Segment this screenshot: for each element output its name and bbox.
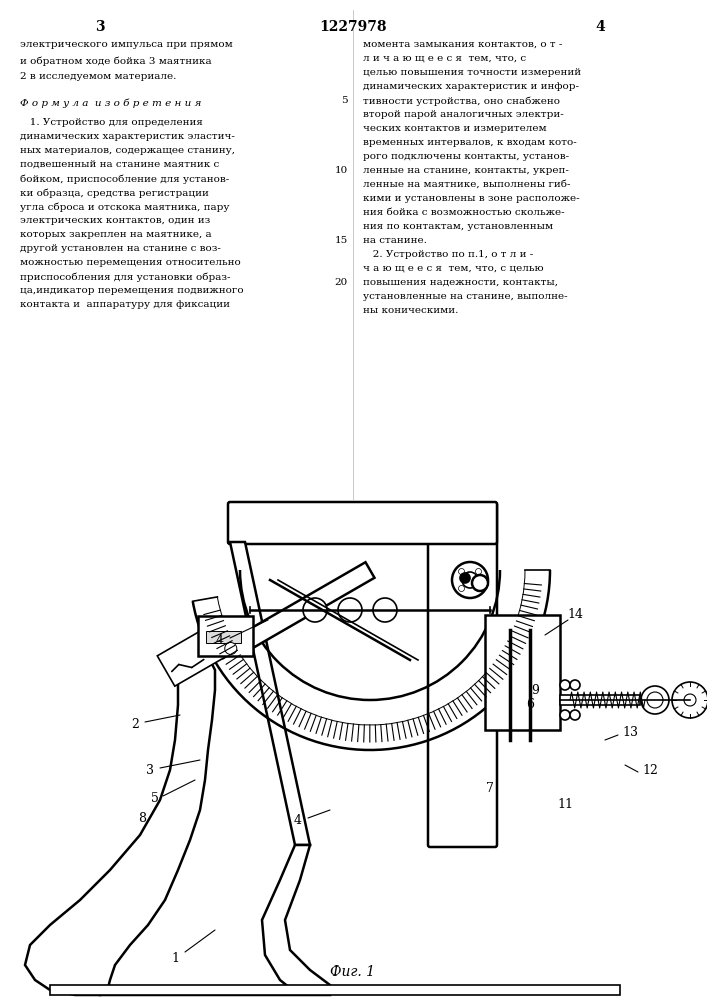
Text: 7: 7 <box>486 782 494 794</box>
Circle shape <box>647 692 663 708</box>
Text: тивности устройства, оно снабжено: тивности устройства, оно снабжено <box>363 96 560 105</box>
FancyBboxPatch shape <box>428 503 497 847</box>
Text: 14: 14 <box>567 608 583 621</box>
Text: ния по контактам, установленным: ния по контактам, установленным <box>363 222 553 231</box>
Circle shape <box>570 680 580 690</box>
Circle shape <box>570 710 580 720</box>
Text: Ф о р м у л а  и з о б р е т е н и я: Ф о р м у л а и з о б р е т е н и я <box>20 98 201 107</box>
Circle shape <box>462 572 478 588</box>
Circle shape <box>641 686 669 714</box>
Text: 15: 15 <box>334 236 348 245</box>
Text: 11: 11 <box>557 798 573 812</box>
Text: подвешенный на станине маятник с: подвешенный на станине маятник с <box>20 160 219 169</box>
Polygon shape <box>201 622 246 638</box>
Text: ленные на станине, контакты, укреп-: ленные на станине, контакты, укреп- <box>363 166 569 175</box>
Text: повышения надежности, контакты,: повышения надежности, контакты, <box>363 278 558 287</box>
Text: ческих контактов и измерителем: ческих контактов и измерителем <box>363 124 547 133</box>
Text: временных интервалов, к входам кото-: временных интервалов, к входам кото- <box>363 138 577 147</box>
Circle shape <box>684 694 696 706</box>
Text: 20: 20 <box>334 278 348 287</box>
Text: 4: 4 <box>294 814 302 826</box>
Text: установленные на станине, выполне-: установленные на станине, выполне- <box>363 292 568 301</box>
Polygon shape <box>560 695 640 705</box>
Circle shape <box>303 598 327 622</box>
Text: которых закреплен на маятнике, а: которых закреплен на маятнике, а <box>20 230 211 239</box>
Text: 1227978: 1227978 <box>320 20 387 34</box>
Text: электрических контактов, один из: электрических контактов, один из <box>20 216 210 225</box>
Circle shape <box>459 569 464 575</box>
Polygon shape <box>231 562 375 655</box>
Text: ца,индикатор перемещения подвижного: ца,индикатор перемещения подвижного <box>20 286 244 295</box>
Bar <box>485 615 560 730</box>
Text: 3: 3 <box>146 764 154 776</box>
Text: электрического импульса при прямом: электрического импульса при прямом <box>20 40 233 49</box>
Text: приспособления для установки образ-: приспособления для установки образ- <box>20 272 230 282</box>
Text: 5: 5 <box>341 96 348 105</box>
Text: ки образца, средства регистрации: ки образца, средства регистрации <box>20 188 209 198</box>
Text: другой установлен на станине с воз-: другой установлен на станине с воз- <box>20 244 221 253</box>
Text: 4: 4 <box>216 634 224 647</box>
Text: 1. Устройство для определения: 1. Устройство для определения <box>20 118 203 127</box>
Text: ч а ю щ е е с я  тем, что, с целью: ч а ю щ е е с я тем, что, с целью <box>363 264 544 273</box>
Circle shape <box>476 585 481 591</box>
Text: Фиг. 1: Фиг. 1 <box>330 965 375 979</box>
Text: контакта и  аппаратуру для фиксации: контакта и аппаратуру для фиксации <box>20 300 230 309</box>
Text: 9: 9 <box>531 684 539 696</box>
Circle shape <box>560 710 570 720</box>
Text: 2 в исследуемом материале.: 2 в исследуемом материале. <box>20 72 176 81</box>
Text: 2: 2 <box>131 718 139 732</box>
Circle shape <box>672 682 707 718</box>
Text: угла сброса и отскока маятника, пару: угла сброса и отскока маятника, пару <box>20 202 230 212</box>
Text: момента замыкания контактов, о т -: момента замыкания контактов, о т - <box>363 40 562 49</box>
Text: л и ч а ю щ е е с я  тем, что, с: л и ч а ю щ е е с я тем, что, с <box>363 54 526 63</box>
Text: кими и установлены в зоне расположе-: кими и установлены в зоне расположе- <box>363 194 580 203</box>
Text: ны коническими.: ны коническими. <box>363 306 458 315</box>
Text: бойком, приспособление для установ-: бойком, приспособление для установ- <box>20 174 229 184</box>
Polygon shape <box>25 655 215 995</box>
Polygon shape <box>230 542 310 845</box>
FancyBboxPatch shape <box>228 502 497 544</box>
Circle shape <box>338 598 362 622</box>
Circle shape <box>476 569 481 575</box>
Circle shape <box>459 585 464 591</box>
Circle shape <box>560 680 570 690</box>
Bar <box>198 615 253 656</box>
Circle shape <box>373 598 397 622</box>
Text: динамических характеристик и инфор-: динамических характеристик и инфор- <box>363 82 579 91</box>
Text: 8: 8 <box>138 812 146 824</box>
Text: 2. Устройство по п.1, о т л и -: 2. Устройство по п.1, о т л и - <box>363 250 533 259</box>
Bar <box>157 626 227 686</box>
Circle shape <box>460 573 470 583</box>
Text: ния бойка с возможностью скольже-: ния бойка с возможностью скольже- <box>363 208 565 217</box>
Text: динамических характеристик эластич-: динамических характеристик эластич- <box>20 132 235 141</box>
Text: 4: 4 <box>595 20 605 34</box>
Circle shape <box>472 575 488 591</box>
Text: 6: 6 <box>526 698 534 712</box>
Bar <box>206 631 241 643</box>
Text: ленные на маятнике, выполнены гиб-: ленные на маятнике, выполнены гиб- <box>363 180 571 189</box>
Text: на станине.: на станине. <box>363 236 427 245</box>
Circle shape <box>225 643 237 654</box>
Text: 12: 12 <box>642 764 658 776</box>
Text: 1: 1 <box>171 952 179 964</box>
Text: 3: 3 <box>95 20 105 34</box>
Text: и обратном ходе бойка 3 маятника: и обратном ходе бойка 3 маятника <box>20 56 211 66</box>
Text: 5: 5 <box>151 792 159 804</box>
Polygon shape <box>50 985 620 995</box>
Text: 13: 13 <box>622 726 638 738</box>
Polygon shape <box>100 845 330 995</box>
Text: второй парой аналогичных электри-: второй парой аналогичных электри- <box>363 110 563 119</box>
Text: рого подключены контакты, установ-: рого подключены контакты, установ- <box>363 152 569 161</box>
Text: можностью перемещения относительно: можностью перемещения относительно <box>20 258 241 267</box>
Circle shape <box>452 562 488 598</box>
Text: 10: 10 <box>334 166 348 175</box>
Text: целью повышения точности измерений: целью повышения точности измерений <box>363 68 581 77</box>
Text: ных материалов, содержащее станину,: ных материалов, содержащее станину, <box>20 146 235 155</box>
